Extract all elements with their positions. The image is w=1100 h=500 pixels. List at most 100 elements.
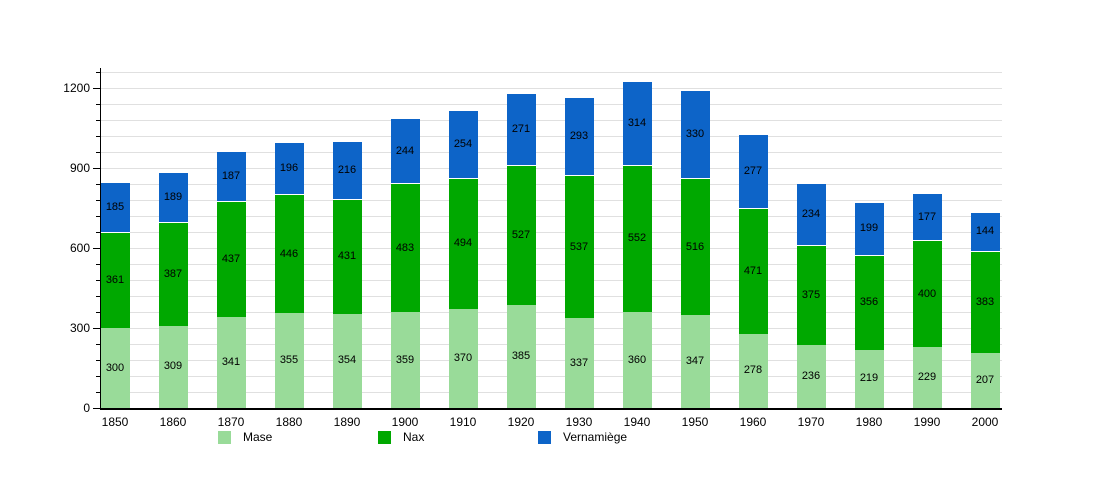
bar-segment-nax-1880: 446: [274, 194, 304, 314]
gridline: [100, 104, 1002, 105]
y-axis-major-tick: [93, 88, 100, 89]
y-axis-tick-label: 300: [69, 321, 90, 335]
bar-segment-vernamiège-1960: 277: [738, 134, 768, 209]
gridline: [100, 376, 1002, 377]
bar-value-label: 471: [743, 265, 763, 278]
y-axis-major-tick: [93, 328, 100, 329]
bar-segment-nax-1900: 483: [390, 183, 420, 313]
bar-segment-vernamiège-1950: 330: [680, 89, 710, 178]
gridline: [100, 168, 1002, 169]
bar-value-label: 431: [337, 250, 357, 263]
bar-segment-vernamiège-1970: 234: [796, 182, 826, 246]
bar-segment-vernamiège-1940: 314: [622, 81, 652, 165]
x-axis-tick-label: 1970: [797, 415, 825, 429]
bar-value-label: 254: [453, 137, 473, 150]
y-axis-minor-tick: [96, 184, 100, 185]
bar-value-label: 271: [511, 122, 531, 135]
legend-swatch-icon: [218, 430, 231, 444]
y-axis-tick-label: 0: [83, 401, 90, 415]
bar-segment-mase-1920: 385: [506, 305, 536, 408]
bar-segment-vernamiège-1990: 177: [912, 193, 942, 241]
x-axis-tick-label: 1930: [565, 415, 593, 429]
y-axis-minor-tick: [96, 392, 100, 393]
gridline: [100, 360, 1002, 361]
bar-segment-mase-1960: 278: [738, 333, 768, 408]
bar-value-label: 387: [163, 267, 183, 280]
bar-value-label: 516: [685, 240, 705, 253]
bar-value-label: 216: [337, 163, 357, 176]
legend-item-mase: Mase: [218, 430, 272, 444]
bar-segment-mase-1910: 370: [448, 309, 478, 408]
x-axis-tick-label: 1980: [855, 415, 883, 429]
bar-value-label: 177: [917, 210, 937, 223]
bar-value-label: 370: [453, 352, 473, 365]
bar-segment-mase-1970: 236: [796, 345, 826, 408]
y-axis-minor-tick: [96, 136, 100, 137]
bar-segment-vernamiège-1900: 244: [390, 118, 420, 184]
bar-value-label: 277: [743, 165, 763, 178]
x-axis-tick-label: 1910: [449, 415, 477, 429]
gridline: [100, 248, 1002, 249]
y-axis-minor-tick: [96, 344, 100, 345]
x-axis-tick-label: 1960: [739, 415, 767, 429]
gridline: [100, 280, 1002, 281]
bar-value-label: 446: [279, 247, 299, 260]
gridline: [100, 328, 1002, 329]
bar-segment-vernamiège-1860: 189: [158, 172, 188, 223]
y-axis-minor-tick: [96, 360, 100, 361]
y-axis-minor-tick: [96, 216, 100, 217]
bar-value-label: 483: [395, 241, 415, 254]
x-axis-tick-label: 1900: [391, 415, 419, 429]
bar-segment-nax-1870: 437: [216, 200, 246, 318]
bar-value-label: 552: [627, 232, 647, 245]
bar-value-label: 360: [627, 353, 647, 366]
bar-segment-nax-1930: 537: [564, 174, 594, 319]
gridline: [100, 136, 1002, 137]
bar-segment-vernamiège-1930: 293: [564, 96, 594, 175]
bar-segment-nax-1890: 431: [332, 198, 362, 314]
legend-item-vernamiège: Vernamiège: [538, 430, 627, 444]
bar-segment-nax-1850: 361: [100, 231, 130, 328]
bar-segment-nax-1910: 494: [448, 177, 478, 310]
bar-value-label: 185: [105, 201, 125, 214]
bar-segment-mase-1940: 360: [622, 312, 652, 408]
bar-value-label: 400: [917, 287, 937, 300]
bar-value-label: 361: [105, 273, 125, 286]
y-axis-minor-tick: [96, 72, 100, 73]
bar-segment-mase-1950: 347: [680, 315, 710, 408]
bar-value-label: 244: [395, 144, 415, 157]
bar-segment-mase-1930: 337: [564, 318, 594, 408]
bar-value-label: 383: [975, 295, 995, 308]
bar-segment-mase-1990: 229: [912, 346, 942, 408]
bar-value-label: 347: [685, 355, 705, 368]
y-axis-minor-tick: [96, 312, 100, 313]
legend-label: Vernamiège: [563, 430, 628, 444]
bar-value-label: 207: [975, 373, 995, 386]
y-axis-minor-tick: [96, 264, 100, 265]
bar-segment-vernamiège-2000: 144: [970, 212, 1000, 251]
x-axis-tick-label: 1890: [333, 415, 361, 429]
legend-swatch-icon: [538, 430, 551, 444]
bar-value-label: 144: [975, 225, 995, 238]
bar-segment-nax-1920: 527: [506, 164, 536, 306]
bar-segment-mase-1870: 341: [216, 317, 246, 408]
bar-segment-vernamiège-1890: 216: [332, 141, 362, 199]
gridline: [100, 312, 1002, 313]
bar-value-label: 234: [801, 207, 821, 220]
y-axis-minor-tick: [96, 104, 100, 105]
gridline: [100, 72, 1002, 73]
x-axis-tick-label: 1950: [681, 415, 709, 429]
bar-value-label: 356: [859, 296, 879, 309]
x-axis-tick-label: 2000: [971, 415, 999, 429]
bar-value-label: 537: [569, 240, 589, 253]
bar-value-label: 189: [163, 191, 183, 204]
x-axis-tick-label: 1870: [217, 415, 245, 429]
gridline: [100, 200, 1002, 201]
bar-segment-vernamiège-1870: 187: [216, 150, 246, 201]
y-axis-minor-tick: [96, 376, 100, 377]
gridline: [100, 264, 1002, 265]
x-axis-tick-label: 1860: [159, 415, 187, 429]
gridline: [100, 392, 1002, 393]
bar-segment-vernamiège-1910: 254: [448, 109, 478, 178]
bar-value-label: 309: [163, 360, 183, 373]
